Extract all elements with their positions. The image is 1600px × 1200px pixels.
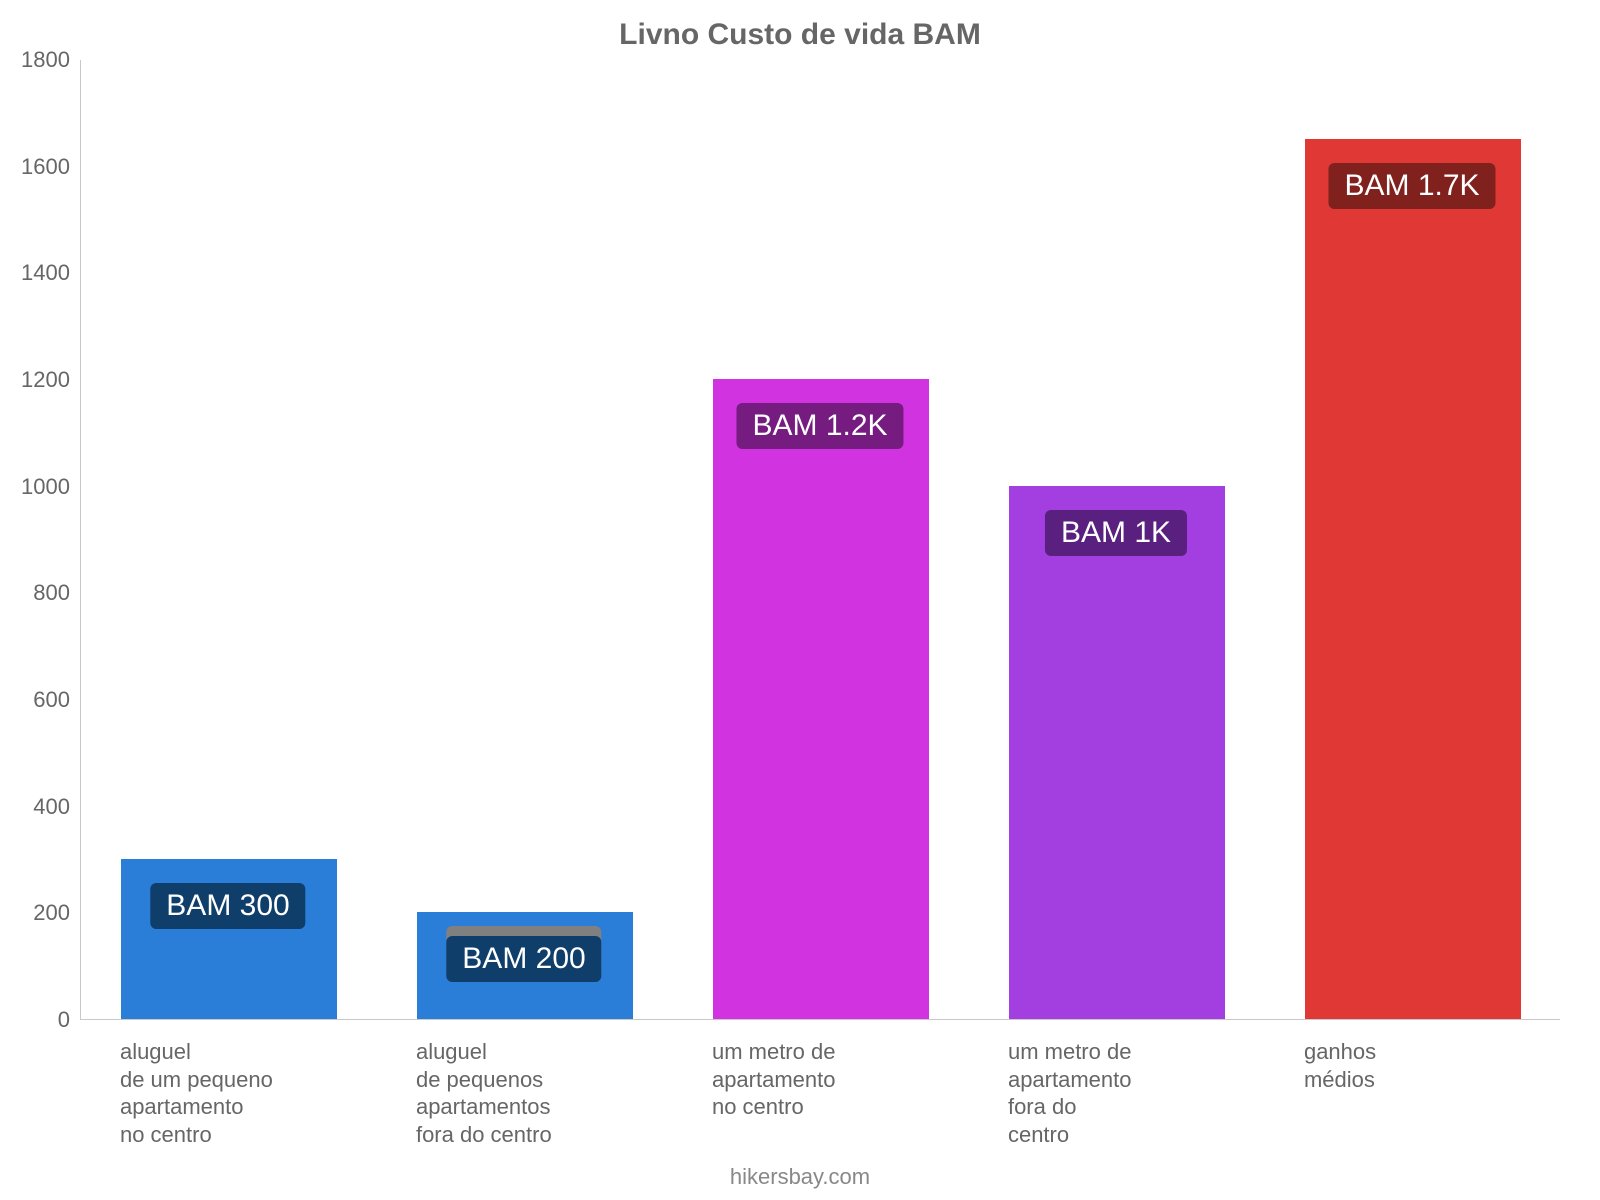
x-category-label: um metro de apartamento no centro <box>712 1038 948 1121</box>
y-tick-label: 1600 <box>0 154 70 180</box>
bar <box>1305 139 1521 1019</box>
y-tick-label: 1800 <box>0 47 70 73</box>
value-badge: BAM 1.7K <box>1328 163 1495 209</box>
y-tick-label: 0 <box>0 1007 70 1033</box>
chart-container: Livno Custo de vida BAM 0 200 400 600 800 100… <box>0 0 1600 1200</box>
x-category-label: ganhos médios <box>1304 1038 1376 1093</box>
y-tick-label: 200 <box>0 900 70 926</box>
y-tick-label: 600 <box>0 687 70 713</box>
value-badge: BAM 200 <box>446 936 601 982</box>
credit-text: hikersbay.com <box>0 1164 1600 1190</box>
bar <box>1009 486 1225 1019</box>
bar <box>713 379 929 1019</box>
y-tick-label: 800 <box>0 580 70 606</box>
y-tick-label: 1200 <box>0 367 70 393</box>
y-tick-label: 400 <box>0 794 70 820</box>
chart-title: Livno Custo de vida BAM <box>0 18 1600 52</box>
x-category-label: um metro de apartamento fora do centro <box>1008 1038 1244 1148</box>
value-badge: BAM 1.2K <box>736 403 903 449</box>
x-category-label: aluguel de pequenos apartamentos fora do… <box>416 1038 552 1148</box>
value-badge: BAM 300 <box>150 883 305 929</box>
y-tick-label: 1000 <box>0 474 70 500</box>
y-tick-label: 1400 <box>0 260 70 286</box>
x-category-label: aluguel de um pequeno apartamento no cen… <box>120 1038 273 1148</box>
value-badge: BAM 1K <box>1045 510 1187 556</box>
